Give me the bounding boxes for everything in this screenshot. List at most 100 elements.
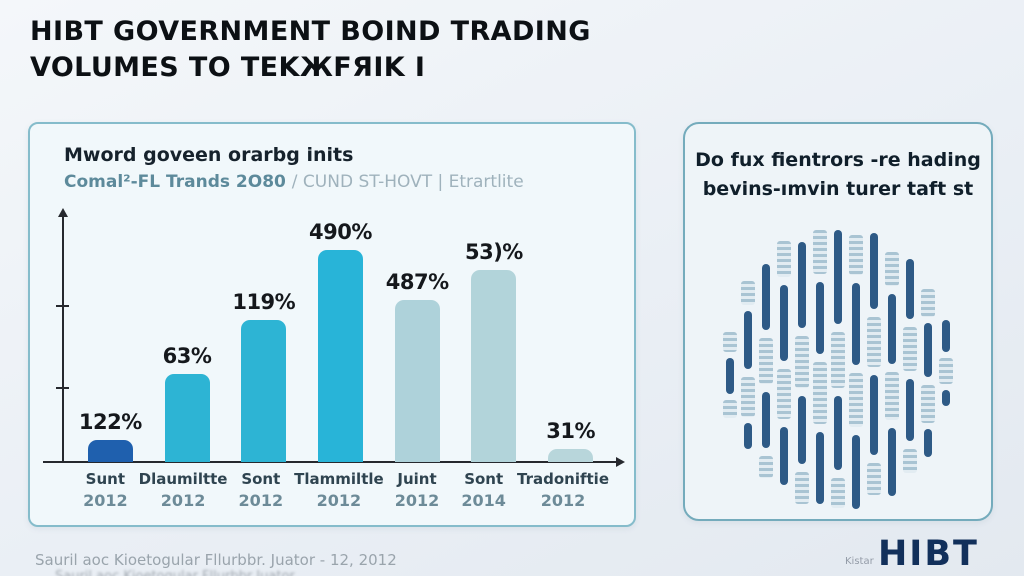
page-title-line1: HIBT GOVERNMENT BOIND TRADING [30, 16, 591, 47]
chart-card-heading: Mword goveen orarbg inits [64, 144, 354, 166]
pattern-gap [802, 388, 803, 396]
pattern-text-block [741, 377, 755, 417]
pattern-gap [892, 364, 893, 372]
category-name: Dlaumiltte [138, 470, 228, 488]
pattern-dark-bar [726, 358, 734, 394]
bar [241, 320, 287, 462]
bar-column: 490% [309, 124, 372, 462]
pattern-dark-bar [780, 285, 788, 361]
category-name: Tradoniftie [517, 470, 609, 488]
pattern-dark-bar [852, 283, 860, 365]
bar [317, 250, 363, 462]
x-axis-label: Sont 2014 [461, 470, 506, 510]
pattern-text-block [939, 358, 953, 384]
bar-column: 122% [79, 124, 142, 462]
pattern-dark-bar [870, 375, 878, 455]
pattern-dark-bar [852, 435, 860, 509]
pattern-card: Do fux fientrors -re hading bevins-ımvin… [683, 122, 993, 521]
pattern-gap [910, 371, 911, 379]
bar-column: 63% [163, 124, 212, 462]
hibt-logo: HIBT [878, 534, 979, 574]
pattern-gap [820, 354, 821, 362]
chart-subtitle-primary: Comal²-FL Trands 2O80 [64, 172, 292, 192]
pattern-column [921, 289, 935, 457]
pattern-heading-line2: bevins-ımvin turer taft st [702, 177, 974, 200]
pattern-dark-bar [780, 427, 788, 485]
bars-group: 122% 63% 119% 490% 487% 53)% 31% [72, 124, 609, 462]
bar [548, 449, 594, 462]
pattern-gap [766, 448, 767, 456]
category-name: Sunt [85, 470, 125, 488]
x-axis [43, 461, 620, 463]
bar [87, 440, 133, 462]
x-axis-label: Tradoniftie 2012 [517, 470, 609, 510]
bar-value-label: 63% [162, 344, 212, 368]
pattern-gap [820, 424, 821, 432]
bar-value-label: 490% [309, 220, 372, 244]
pattern-column [723, 332, 737, 418]
pattern-gap [856, 427, 857, 435]
pattern-gap [856, 275, 857, 283]
pattern-card-heading: Do fux fientrors -re hading bevins-ımvin… [685, 146, 991, 203]
pattern-dark-bar [888, 428, 896, 496]
bar-column: 53)% [465, 124, 523, 462]
pattern-dark-bar [762, 264, 770, 330]
pattern-text-block [723, 332, 737, 352]
pattern-column [759, 264, 773, 478]
pattern-text-block [903, 327, 917, 371]
category-name: Sont [464, 470, 504, 488]
y-axis-tick [56, 305, 69, 307]
pattern-column [885, 252, 899, 496]
pattern-dark-bar [798, 396, 806, 464]
pattern-gap [802, 328, 803, 336]
category-year: 2012 [83, 491, 128, 510]
logo-note: Kistar [845, 556, 874, 567]
pattern-text-block [867, 317, 881, 367]
pattern-gap [856, 365, 857, 373]
category-name: Sont [241, 470, 281, 488]
pattern-dark-bar [762, 392, 770, 448]
pattern-dark-bar [816, 282, 824, 354]
pattern-column [849, 235, 863, 509]
pattern-column [813, 230, 827, 504]
pattern-dark-bar [906, 259, 914, 319]
x-axis-label: Juint 2012 [395, 470, 440, 510]
y-axis-arrow-icon [58, 208, 68, 217]
pattern-text-block [831, 332, 845, 388]
pattern-gap [892, 420, 893, 428]
pattern-column [867, 233, 881, 495]
pattern-gap [838, 470, 839, 478]
pattern-heading-line1: Do fux fientrors -re hading [695, 149, 981, 171]
x-axis-label: Tlammiltle 2012 [294, 470, 384, 510]
pattern-gap [784, 419, 785, 427]
pattern-text-block [813, 362, 827, 424]
bar-value-label: 487% [385, 270, 449, 294]
page-title-line2: VOLUMES TO TEKЖFЯIK I [30, 51, 426, 83]
x-axis-label: Dlaumiltte 2012 [139, 470, 228, 510]
pattern-gap [838, 388, 839, 396]
pattern-column [831, 230, 845, 508]
pattern-text-block [777, 241, 791, 277]
category-name: Tlammiltle [294, 470, 384, 488]
chart-card-subtitle: Comal²-FL Trands 2O80 / CUND ST-HOVT | E… [64, 172, 524, 192]
pattern-dark-bar [816, 432, 824, 504]
chart-subtitle-secondary: / CUND ST-HOVT | Etrartlite [291, 172, 524, 192]
bar-column: 119% [232, 124, 296, 462]
pattern-gap [928, 377, 929, 385]
pattern-text-block [795, 336, 809, 388]
category-year: 2014 [461, 491, 506, 510]
pattern-dark-bar [834, 396, 842, 470]
chart-card: Mword goveen orarbg inits Comal²-FL Tran… [28, 122, 636, 527]
y-axis-tick [56, 387, 69, 389]
category-year: 2012 [238, 491, 284, 510]
pattern-column [903, 259, 917, 473]
x-axis-label: Sont 2012 [239, 470, 284, 510]
fingerprint-pattern [723, 224, 953, 514]
pattern-text-block [885, 252, 899, 286]
x-axis-label: Sunt 2012 [83, 470, 128, 510]
pattern-gap [766, 330, 767, 338]
pattern-dark-bar [744, 311, 752, 369]
pattern-text-block [759, 338, 773, 384]
pattern-gap [766, 384, 767, 392]
